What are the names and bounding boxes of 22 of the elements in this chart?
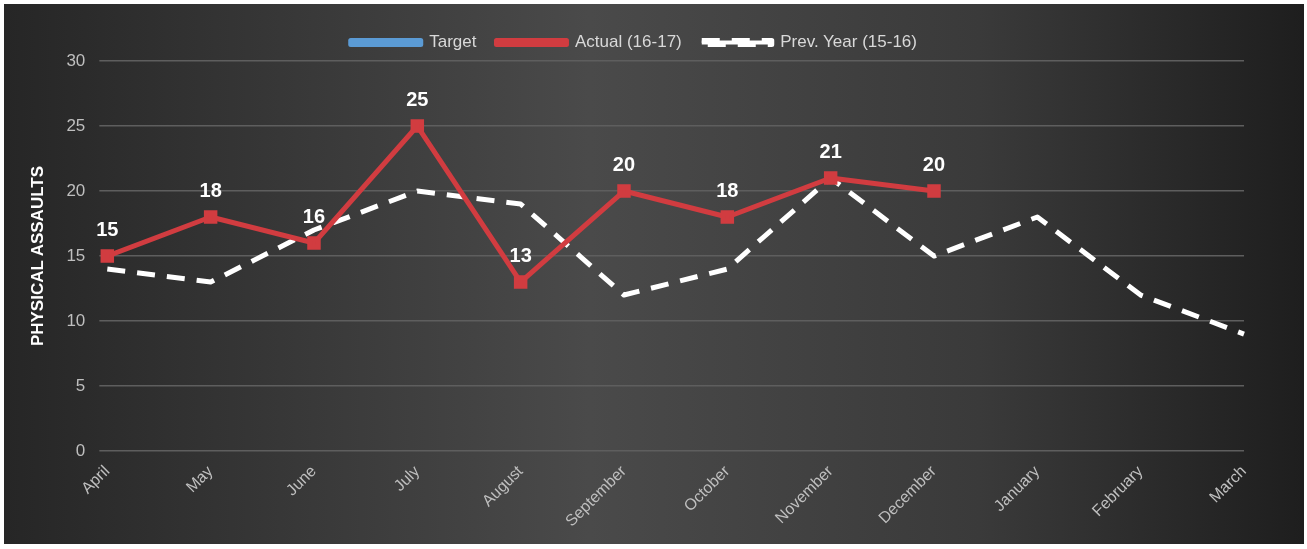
data-label: 21: [819, 139, 842, 162]
data-label: 20: [922, 152, 946, 175]
data-label: 25: [406, 87, 429, 110]
legend-label: Actual (16-17): [574, 32, 682, 52]
y-tick-label: 5: [75, 375, 86, 395]
x-tick-label: July: [390, 462, 423, 495]
y-tick-label: 15: [66, 245, 86, 265]
y-axis-title: PHYSICAL ASSAULTS: [27, 165, 47, 347]
legend-label: Prev. Year (15-16): [780, 32, 917, 52]
data-label: 15: [96, 217, 119, 240]
legend-label: Target: [429, 32, 477, 52]
y-tick-label: 25: [66, 115, 86, 135]
data-label: 20: [612, 152, 636, 175]
y-tick-label: 30: [66, 50, 86, 70]
data-label: 18: [199, 178, 222, 201]
x-tick-label: May: [182, 462, 216, 496]
y-tick-label: 10: [66, 310, 86, 330]
data-label: 18: [716, 178, 739, 201]
data-label: 16: [302, 204, 326, 227]
y-tick-label: 20: [66, 180, 86, 200]
data-label: 13: [509, 243, 532, 266]
y-tick-label: 0: [75, 440, 86, 460]
